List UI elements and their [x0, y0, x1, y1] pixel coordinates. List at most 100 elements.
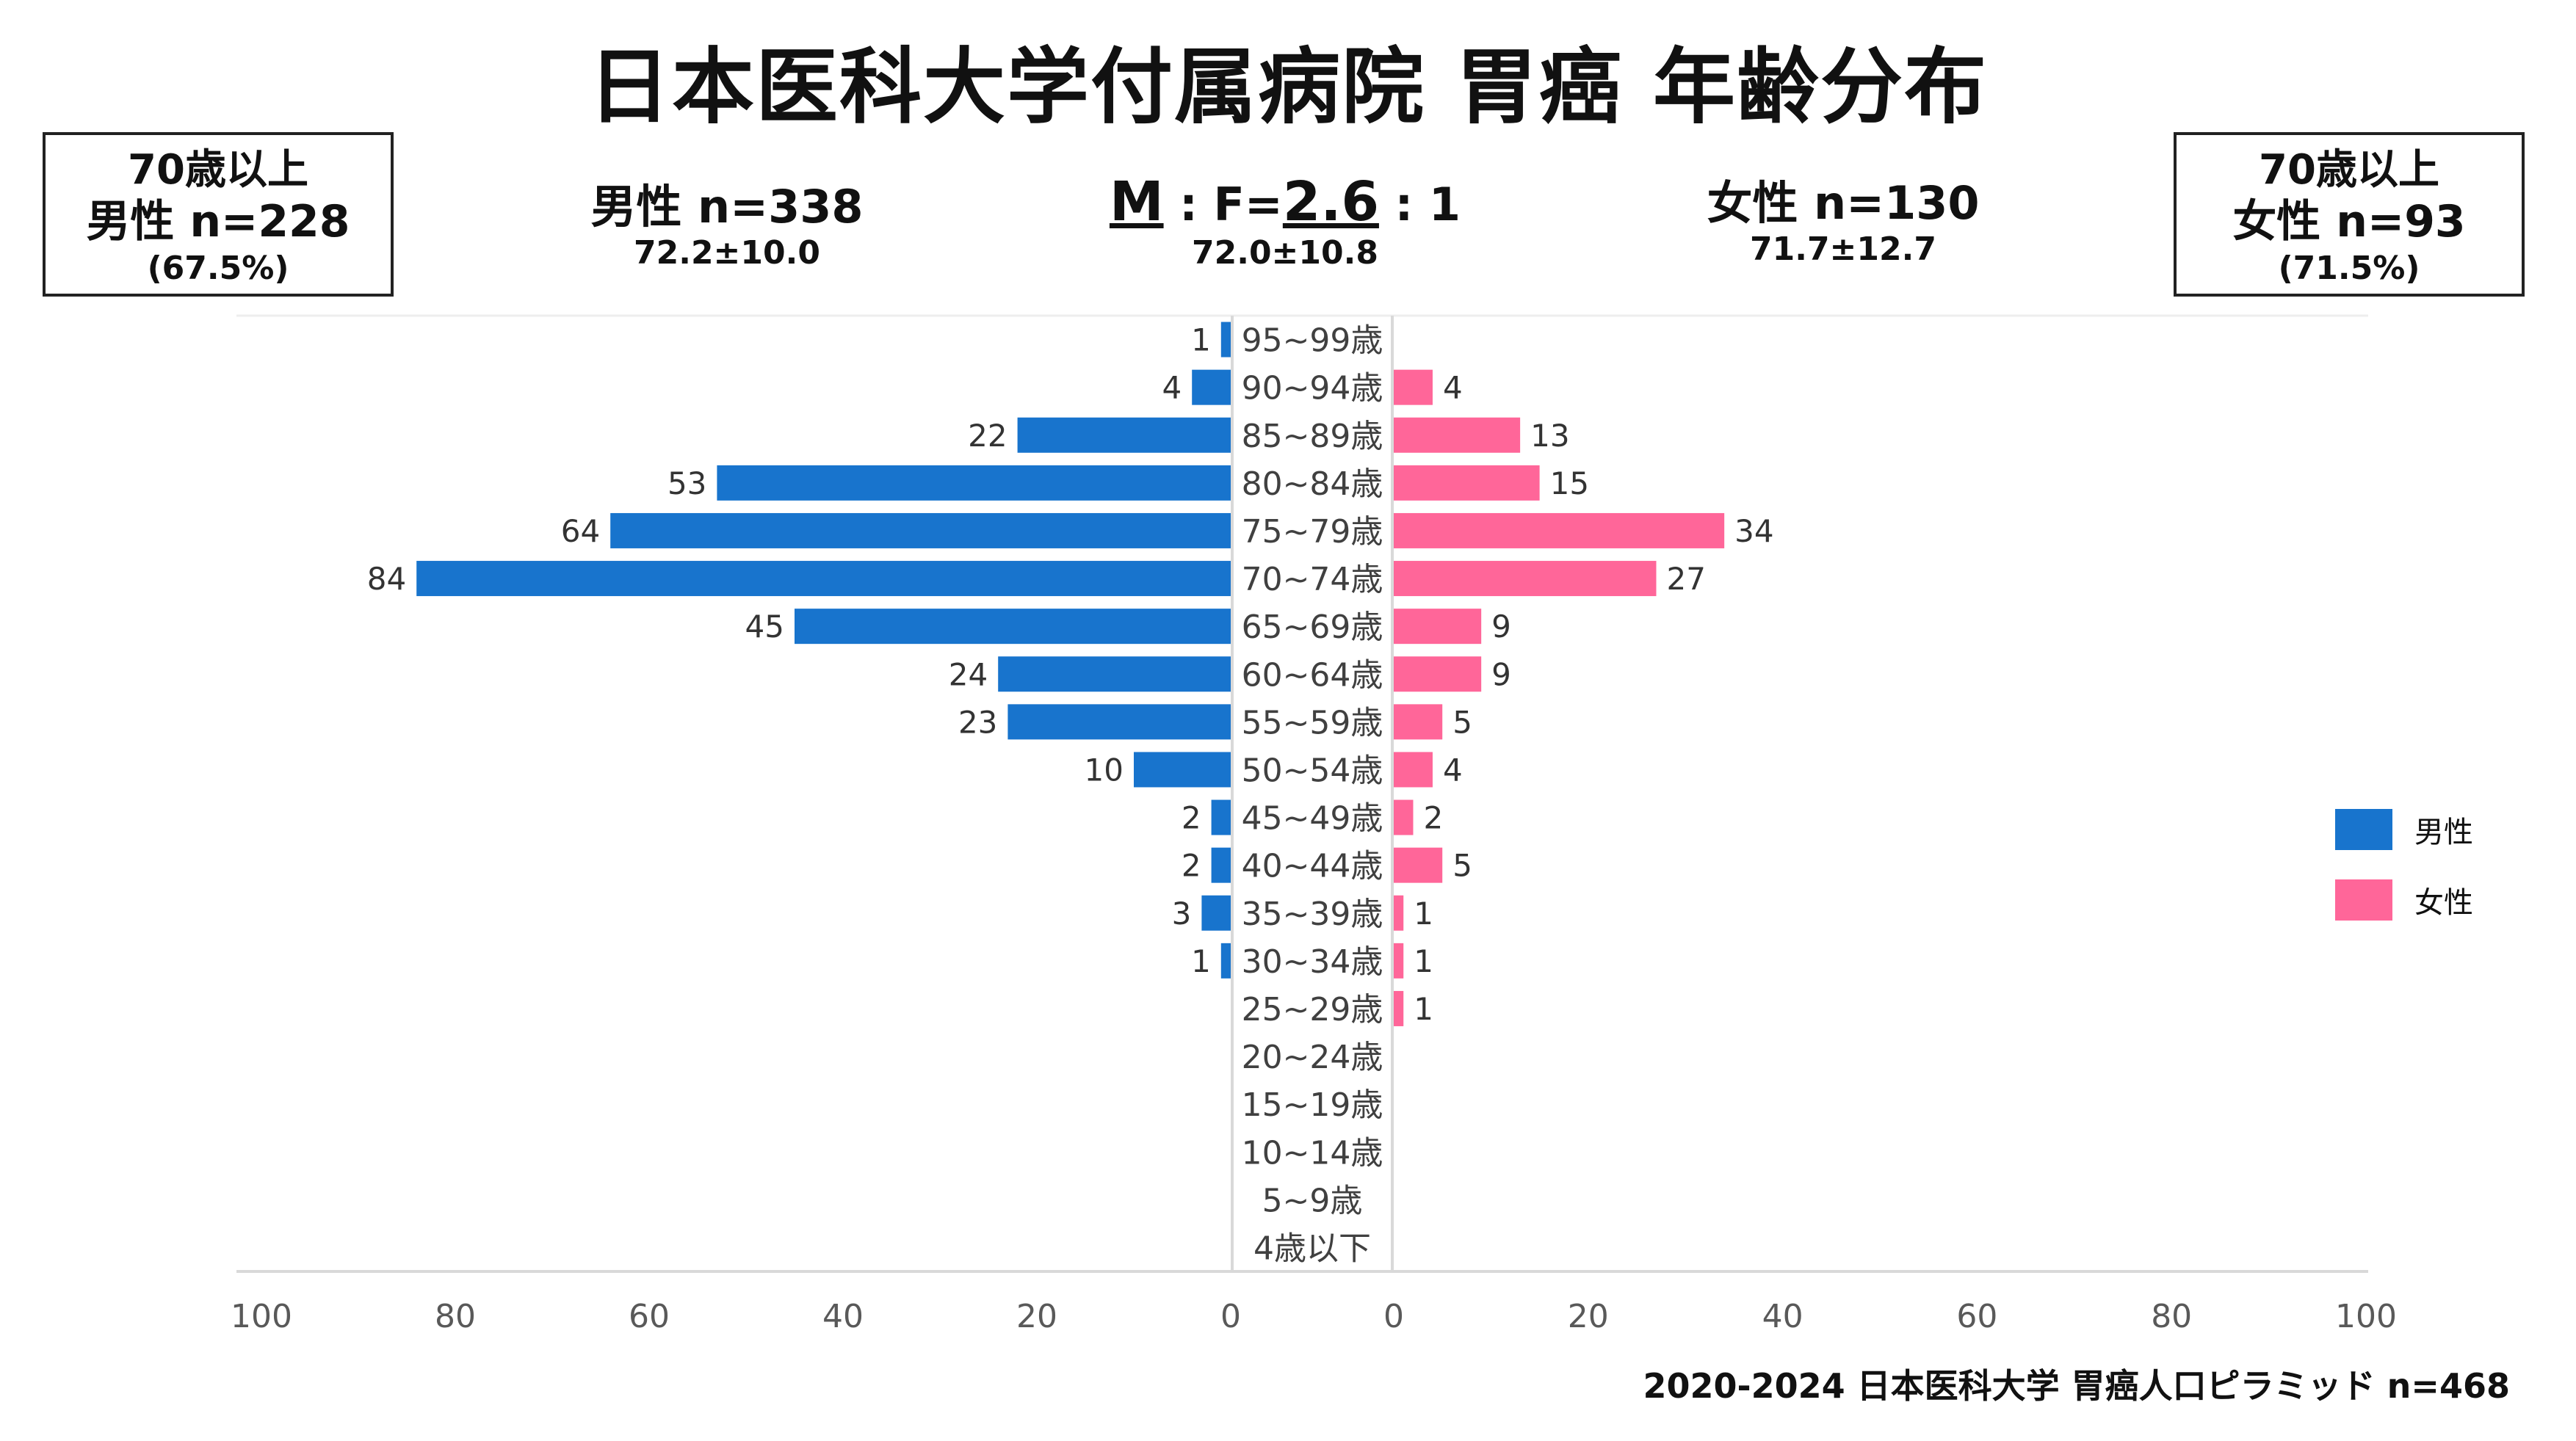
male-stat: 男性 n=338 72.2±10.0 — [514, 180, 940, 272]
male-mean-sd: 72.2±10.0 — [634, 234, 820, 272]
age-group-label: 80~84歳 — [1242, 465, 1383, 503]
male-data-label: 23 — [958, 704, 997, 740]
male-data-label: 45 — [745, 609, 784, 645]
right-box-line3: (71.5%) — [2278, 250, 2420, 287]
female-data-label: 5 — [1452, 704, 1472, 740]
age-group-label: 10~14歳 — [1242, 1134, 1383, 1172]
male-bar — [1220, 943, 1231, 979]
age-group-label: 20~24歳 — [1242, 1039, 1383, 1076]
male-data-label: 24 — [949, 656, 988, 692]
age-group-label: 60~64歳 — [1242, 656, 1383, 694]
female-bar — [1394, 369, 1433, 405]
ratio-m: M — [1109, 170, 1164, 233]
male-data-label: 2 — [1182, 848, 1201, 884]
female-bar — [1394, 656, 1482, 692]
male-data-label: 4 — [1162, 370, 1182, 406]
age-group-label: 40~44歳 — [1242, 848, 1383, 885]
male-bar — [717, 465, 1231, 501]
female-data-label: 27 — [1666, 561, 1705, 597]
male-bar — [1220, 322, 1231, 357]
male-bar — [1211, 799, 1231, 835]
female-data-label: 13 — [1530, 418, 1569, 454]
female-bar — [1394, 512, 1725, 548]
legend-label-male: 男性 — [2414, 816, 2473, 849]
right-summary-box: 70歳以上 女性 n=93 (71.5%) — [2174, 132, 2525, 297]
age-group-label: 90~94歳 — [1242, 370, 1383, 407]
male-data-label: 53 — [667, 465, 706, 501]
male-data-label: 3 — [1172, 896, 1192, 932]
female-data-label: 9 — [1491, 656, 1511, 692]
legend-label-female: 女性 — [2414, 886, 2473, 920]
male-bar — [795, 609, 1231, 645]
ratio-value: 2.6 — [1282, 170, 1379, 233]
age-group-label: 70~74歳 — [1242, 561, 1383, 598]
x-tick-label-right: 80 — [2151, 1298, 2192, 1335]
female-data-label: 2 — [1423, 800, 1443, 836]
age-group-label: 55~59歳 — [1242, 704, 1383, 741]
male-bar — [1017, 417, 1231, 453]
male-bar — [1201, 895, 1231, 931]
right-box-line2: 女性 n=93 — [2232, 196, 2466, 247]
male-data-label: 22 — [968, 418, 1007, 454]
female-bar — [1394, 704, 1443, 740]
age-group-label: 4歳以下 — [1253, 1230, 1371, 1267]
page-title: 日本医科大学付属病院 胃癌 年齢分布 — [588, 40, 1988, 135]
age-group-label: 5~9歳 — [1262, 1182, 1363, 1219]
female-bar — [1394, 847, 1443, 883]
legend: 男性 女性 — [2335, 807, 2473, 948]
male-bar — [1192, 369, 1231, 405]
age-group-label: 30~34歳 — [1242, 943, 1383, 981]
male-data-label: 2 — [1182, 800, 1201, 836]
age-group-label: 75~79歳 — [1242, 513, 1383, 551]
x-tick-label-right: 0 — [1383, 1298, 1404, 1335]
female-bar — [1394, 417, 1521, 453]
male-bar — [416, 561, 1231, 597]
female-data-label: 1 — [1414, 896, 1433, 932]
female-data-label: 4 — [1443, 370, 1463, 406]
x-tick-label-right: 100 — [2335, 1298, 2397, 1335]
male-bar — [998, 656, 1231, 692]
legend-item-female: 女性 — [2335, 878, 2473, 922]
age-group-label: 35~39歳 — [1242, 896, 1383, 933]
x-tick-label-right: 20 — [1568, 1298, 1609, 1335]
left-summary-box: 70歳以上 男性 n=228 (67.5%) — [43, 132, 394, 297]
x-tick-label-left: 40 — [822, 1298, 864, 1335]
female-mean-sd: 71.7±12.7 — [1750, 231, 1936, 268]
female-data-label: 1 — [1414, 991, 1433, 1027]
age-group-label: 45~49歳 — [1242, 800, 1383, 838]
overall-mean-sd: 72.0±10.8 — [1192, 234, 1378, 272]
male-bar — [1007, 704, 1231, 740]
female-stat: 女性 n=130 71.7±12.7 — [1630, 176, 2056, 269]
age-group-label: 85~89歳 — [1242, 418, 1383, 455]
male-data-label: 1 — [1191, 943, 1211, 979]
left-box-line3: (67.5%) — [147, 250, 289, 287]
female-data-label: 34 — [1734, 513, 1773, 549]
female-bar — [1394, 943, 1404, 979]
legend-swatch-male — [2335, 809, 2392, 850]
female-bar — [1394, 895, 1404, 931]
x-tick-label-left: 20 — [1016, 1298, 1057, 1335]
x-tick-label-left: 60 — [629, 1298, 670, 1335]
x-tick-label-left: 80 — [435, 1298, 476, 1335]
age-group-label: 95~99歳 — [1242, 322, 1383, 360]
female-bar — [1394, 465, 1540, 501]
female-data-label: 4 — [1443, 752, 1463, 788]
male-bar — [1211, 847, 1231, 883]
x-tick-label-right: 60 — [1956, 1298, 1997, 1335]
male-data-label: 10 — [1085, 752, 1124, 788]
age-group-label: 25~29歳 — [1242, 991, 1383, 1028]
footer-caption: 2020-2024 日本医科大学 胃癌人口ピラミッド n=468 — [1643, 1366, 2510, 1406]
ratio-sep2: : 1 — [1378, 178, 1461, 231]
sex-ratio: M : F=2.6 : 1 — [1028, 173, 1542, 234]
female-bar — [1394, 799, 1414, 835]
male-data-label: 64 — [561, 513, 600, 549]
male-data-label: 84 — [367, 561, 406, 597]
female-bar — [1394, 752, 1433, 788]
female-count: 女性 n=130 — [1707, 176, 1980, 230]
female-bar — [1394, 561, 1657, 597]
ratio-sep1: : F= — [1163, 178, 1283, 231]
male-bar — [610, 512, 1231, 548]
legend-swatch-female — [2335, 879, 2392, 921]
female-data-label: 5 — [1452, 848, 1472, 884]
female-data-label: 15 — [1550, 465, 1589, 501]
